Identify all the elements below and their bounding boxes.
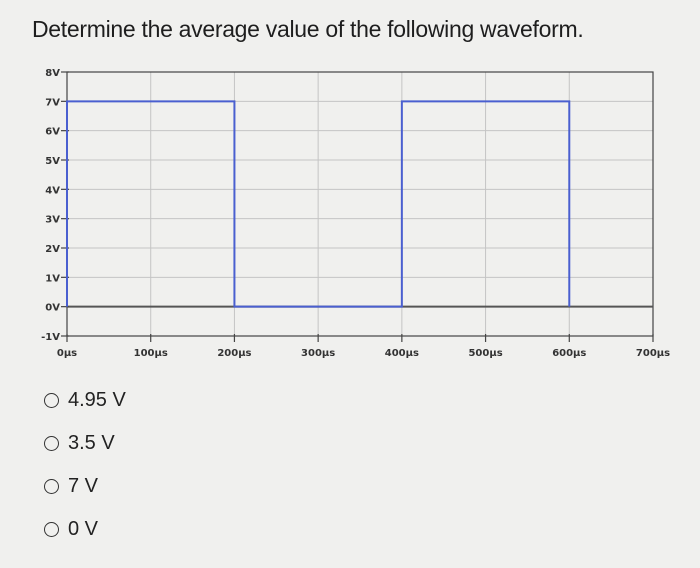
plot-frame bbox=[66, 71, 654, 337]
y-tick-label: 2V bbox=[45, 244, 60, 255]
y-tick-label: -1V bbox=[41, 332, 60, 343]
x-tick-label: 500µs bbox=[468, 348, 502, 359]
x-tick-label: 200µs bbox=[217, 348, 251, 359]
option-label: 3.5 V bbox=[68, 431, 115, 454]
x-tick-label: 300µs bbox=[301, 348, 335, 359]
waveform-series-line bbox=[66, 100, 571, 308]
x-tick-label: 700µs bbox=[636, 348, 670, 359]
y-tick-label: 7V bbox=[45, 97, 60, 108]
option-label: 7 V bbox=[68, 474, 99, 497]
option-label: 4.95 V bbox=[68, 388, 126, 411]
x-tick-label: 100µs bbox=[134, 348, 168, 359]
option-0v[interactable]: 0 V bbox=[44, 517, 126, 541]
y-tick-label: 6V bbox=[45, 127, 60, 138]
y-tick-label: 5V bbox=[45, 156, 60, 167]
radio-circle-icon[interactable] bbox=[44, 521, 59, 537]
option-7v[interactable]: 7 V bbox=[44, 474, 126, 498]
x-tick-label: 0µs bbox=[57, 348, 77, 359]
option-3-5v[interactable]: 3.5 V bbox=[44, 431, 126, 455]
radio-circle-icon[interactable] bbox=[44, 478, 59, 494]
y-tick-label: 8V bbox=[45, 68, 60, 79]
answer-options: 4.95 V 3.5 V 7 V 0 V bbox=[44, 388, 126, 560]
radio-circle-icon[interactable] bbox=[44, 392, 59, 408]
y-tick-label: 4V bbox=[45, 185, 60, 196]
y-tick-label: 3V bbox=[45, 215, 60, 226]
y-tick-label: 0V bbox=[45, 303, 60, 314]
x-tick-label: 600µs bbox=[552, 348, 586, 359]
option-4-95v[interactable]: 4.95 V bbox=[44, 388, 126, 412]
y-tick-label: 1V bbox=[45, 273, 60, 284]
option-label: 0 V bbox=[68, 517, 99, 540]
question-text: Determine the average value of the follo… bbox=[32, 16, 584, 42]
radio-circle-icon[interactable] bbox=[44, 435, 59, 451]
x-tick-label: 400µs bbox=[385, 348, 419, 359]
